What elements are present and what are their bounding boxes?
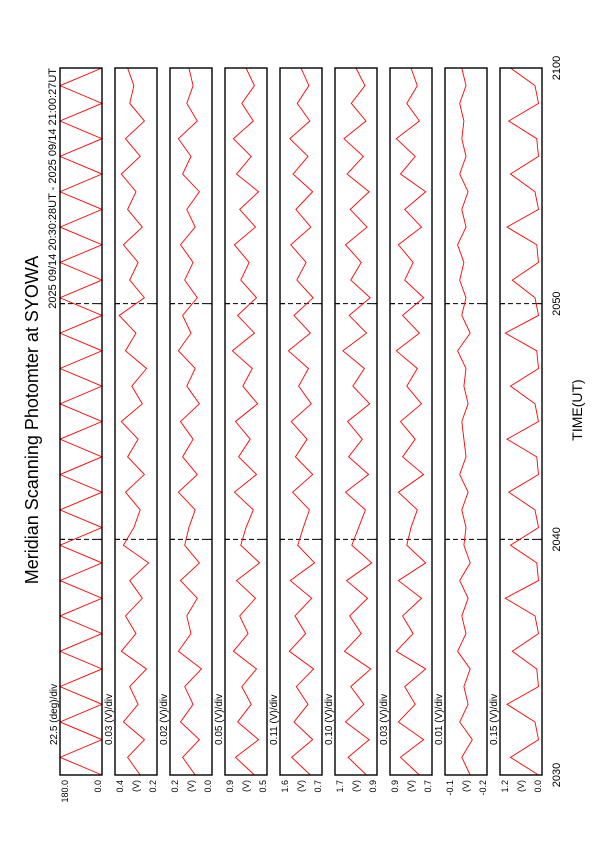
panel-frame	[389, 67, 433, 776]
x-tick-label: 2050	[551, 291, 563, 315]
y-tick-label: -0.1	[445, 780, 455, 796]
x-tick-label: 2100	[551, 56, 563, 80]
x-tick-label: 2040	[551, 527, 563, 551]
y-axis-label: (V)	[461, 780, 471, 792]
data-line	[118, 67, 150, 776]
y-axis-label: (V)	[351, 780, 361, 792]
scale-label: 0.03 (V)/div	[379, 694, 390, 745]
y-axis-label: (V)	[241, 780, 251, 792]
scale-label: 0.05 (V)/div	[214, 694, 225, 745]
y-tick-label: 1.6	[280, 780, 290, 793]
panel-frame	[279, 67, 323, 776]
y-tick-label: 0.0	[533, 780, 543, 793]
data-line	[177, 67, 203, 776]
panel-frame	[499, 67, 543, 776]
y-tick-label: 1.7	[335, 780, 345, 793]
data-line	[58, 67, 104, 776]
scale-label: 0.11 (V)/div	[269, 695, 280, 745]
y-tick-label: 0.0	[93, 780, 103, 793]
chart-subtitle: 2025 09/14 20:30:28UT - 2025 09/14 21:00…	[47, 68, 59, 309]
y-tick-label: 1.2	[500, 780, 510, 793]
panel-frame	[169, 67, 213, 776]
scale-label: 0.03 (V)/div	[104, 694, 115, 745]
y-axis-label: (V)	[131, 780, 141, 792]
panel-frame	[59, 67, 103, 776]
panel-frame	[114, 67, 158, 776]
y-tick-label: 0.9	[390, 780, 400, 793]
scale-label: 0.15 (V)/div	[489, 694, 500, 745]
y-axis-label: (V)	[406, 780, 416, 792]
data-line	[231, 67, 261, 776]
y-tick-label: 0.2	[170, 780, 180, 793]
y-tick-label: 0.2	[148, 780, 158, 793]
y-tick-label: 0.9	[225, 780, 235, 793]
y-tick-label: 0.4	[115, 780, 125, 793]
data-line	[504, 67, 540, 776]
y-tick-label: 0.5	[258, 780, 268, 793]
data-line	[287, 67, 316, 776]
y-tick-label: 0.7	[423, 780, 433, 793]
panel-frame	[444, 67, 488, 776]
y-tick-label: 0.7	[313, 780, 323, 793]
scale-label: 0.02 (V)/div	[159, 694, 170, 745]
x-axis-label: TIME(UT)	[569, 379, 585, 440]
y-axis-label: (V)	[186, 780, 196, 792]
panel-frame	[224, 67, 268, 776]
chart-title: Meridian Scanning Photomter at SYOWA	[22, 256, 42, 584]
y-tick-label: 180.0	[60, 780, 70, 803]
data-line	[395, 67, 427, 776]
panel-frame	[334, 67, 378, 776]
data-line	[457, 67, 473, 776]
scale-label: 0.01 (V)/div	[434, 694, 445, 745]
scale-label: 22.5 (deg)/div	[49, 684, 60, 745]
y-tick-label: 0.9	[368, 780, 378, 793]
y-axis-label: (V)	[296, 780, 306, 792]
y-tick-label: 0.0	[203, 780, 213, 793]
y-tick-label: -0.2	[478, 780, 488, 796]
data-line	[342, 67, 373, 776]
x-tick-label: 2030	[551, 763, 563, 787]
y-axis-label: (V)	[516, 780, 526, 792]
scale-label: 0.10 (V)/div	[324, 694, 335, 745]
